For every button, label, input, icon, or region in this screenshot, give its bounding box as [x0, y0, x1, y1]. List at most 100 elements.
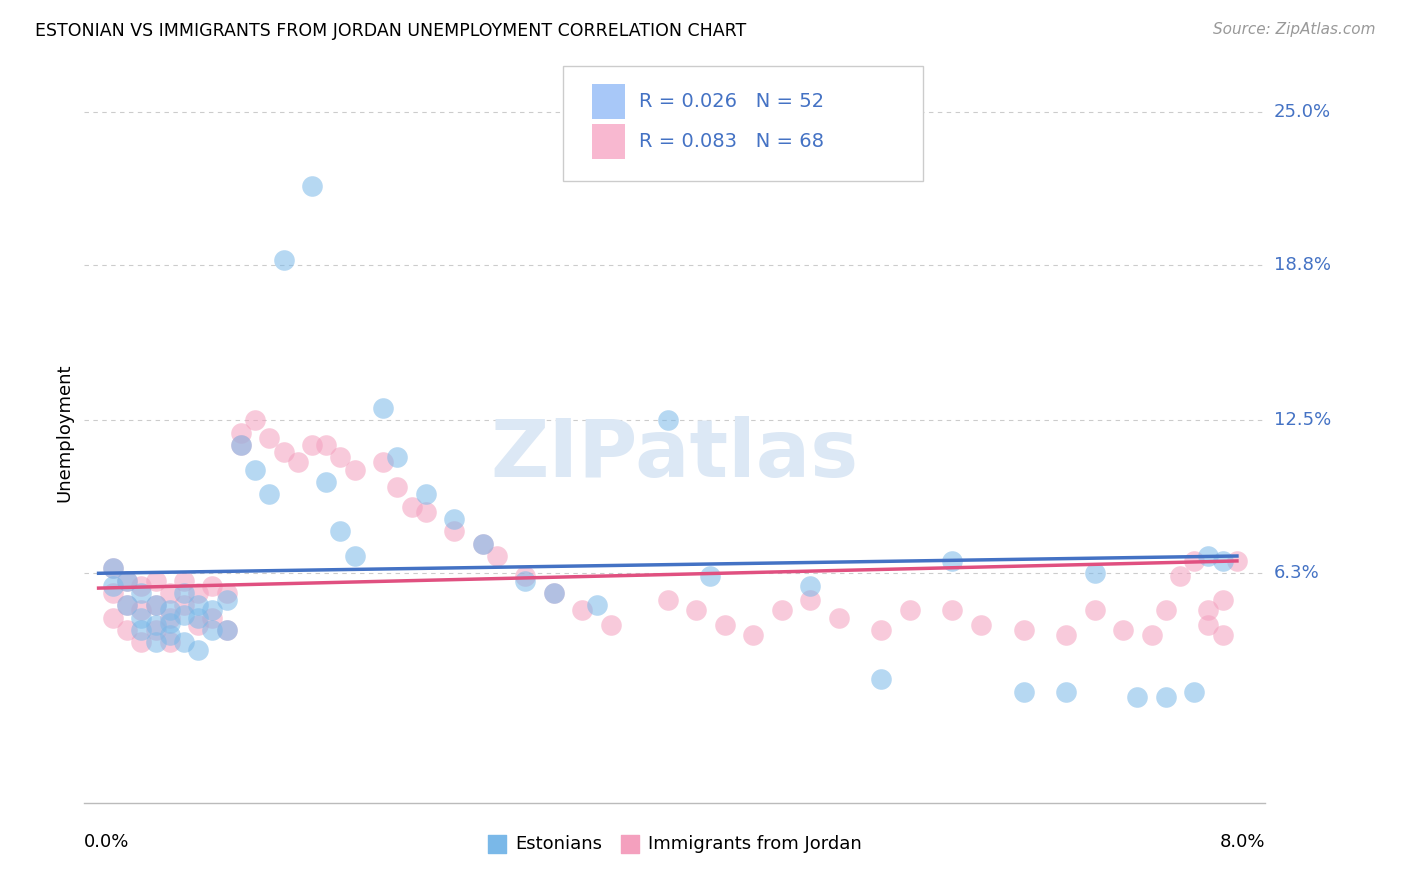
Point [657, 593, 679, 607]
Point [115, 574, 138, 588]
Point [343, 549, 366, 563]
Point [159, 603, 181, 617]
Point [1084, 566, 1107, 581]
Point [401, 500, 423, 514]
Point [713, 618, 735, 632]
Point [799, 593, 821, 607]
Point [215, 623, 238, 637]
Point [159, 628, 181, 642]
Point [145, 623, 167, 637]
Point [187, 642, 209, 657]
Point [173, 599, 195, 613]
Text: 6.3%: 6.3% [1274, 565, 1319, 582]
Point [1154, 690, 1177, 704]
Point [485, 549, 508, 563]
Point [115, 623, 138, 637]
Point [1054, 685, 1077, 699]
Point [329, 450, 352, 465]
Point [129, 623, 152, 637]
Point [1226, 554, 1249, 568]
Point [159, 586, 181, 600]
Point [129, 603, 152, 617]
Point [101, 586, 124, 600]
Point [115, 599, 138, 613]
Point [571, 603, 593, 617]
Point [201, 603, 224, 617]
Point [173, 574, 195, 588]
Point [101, 579, 124, 593]
Point [387, 480, 409, 494]
Point [1012, 623, 1035, 637]
Point [301, 178, 323, 193]
Point [770, 603, 793, 617]
Point [243, 413, 266, 427]
Point [1084, 603, 1107, 617]
Point [870, 623, 893, 637]
Bar [592, 124, 626, 160]
Point [898, 603, 921, 617]
Point [301, 438, 323, 452]
Point [159, 615, 181, 630]
Point [187, 586, 209, 600]
Point [373, 455, 395, 469]
Point [129, 635, 152, 649]
Point [941, 554, 963, 568]
Point [870, 673, 893, 687]
Point [1212, 593, 1234, 607]
Point [1198, 603, 1220, 617]
Point [1212, 554, 1234, 568]
Point [1012, 685, 1035, 699]
Text: Source: ZipAtlas.com: Source: ZipAtlas.com [1212, 22, 1375, 37]
Point [215, 623, 238, 637]
Point [287, 455, 309, 469]
Point [1112, 623, 1135, 637]
Point [1168, 568, 1191, 582]
Point [187, 611, 209, 625]
Point [229, 438, 252, 452]
Text: 18.8%: 18.8% [1274, 256, 1330, 274]
Point [941, 603, 963, 617]
Text: R = 0.083   N = 68: R = 0.083 N = 68 [640, 132, 824, 151]
Point [443, 512, 465, 526]
Point [443, 524, 465, 539]
Point [315, 475, 337, 489]
Point [129, 579, 152, 593]
Point [201, 611, 224, 625]
Legend: Estonians, Immigrants from Jordan: Estonians, Immigrants from Jordan [481, 828, 869, 861]
Text: ESTONIAN VS IMMIGRANTS FROM JORDAN UNEMPLOYMENT CORRELATION CHART: ESTONIAN VS IMMIGRANTS FROM JORDAN UNEMP… [35, 22, 747, 40]
Bar [592, 84, 626, 120]
Point [229, 425, 252, 440]
Point [373, 401, 395, 415]
Point [315, 438, 337, 452]
Point [145, 618, 167, 632]
Point [387, 450, 409, 465]
Point [187, 618, 209, 632]
Point [259, 487, 281, 501]
Point [129, 611, 152, 625]
Text: 8.0%: 8.0% [1220, 833, 1265, 851]
Point [657, 413, 679, 427]
Point [145, 599, 167, 613]
Point [343, 462, 366, 476]
Point [173, 608, 195, 623]
Point [685, 603, 707, 617]
Point [201, 579, 224, 593]
Point [229, 438, 252, 452]
Point [259, 431, 281, 445]
Point [273, 445, 295, 459]
Point [970, 618, 993, 632]
Point [471, 536, 494, 550]
Point [329, 524, 352, 539]
Point [1198, 618, 1220, 632]
Point [1126, 690, 1149, 704]
Point [799, 579, 821, 593]
Point [173, 586, 195, 600]
Point [1182, 554, 1205, 568]
Point [1212, 628, 1234, 642]
Point [742, 628, 765, 642]
Point [101, 561, 124, 575]
Point [145, 635, 167, 649]
Point [515, 574, 537, 588]
Point [101, 561, 124, 575]
Point [1182, 685, 1205, 699]
